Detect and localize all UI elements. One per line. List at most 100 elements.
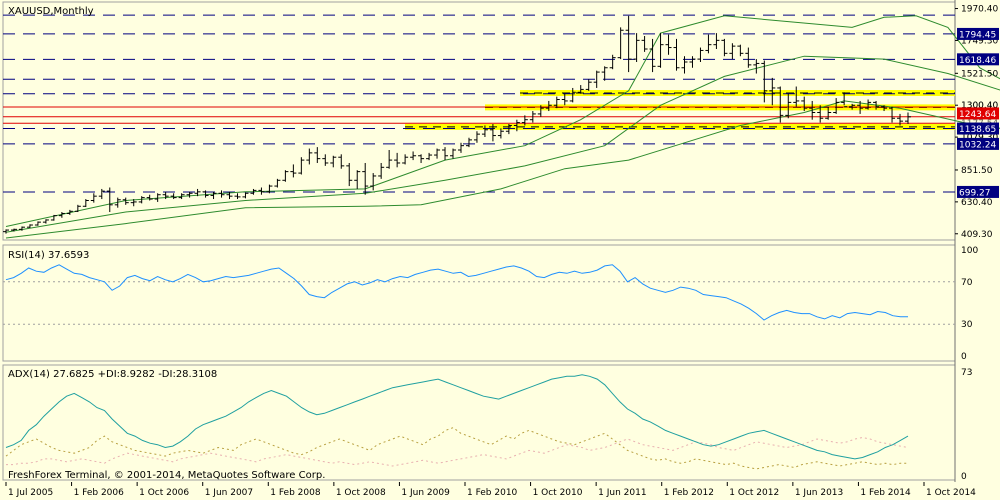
level-price-label: 1794.45: [957, 27, 999, 40]
ohlc-bar: [873, 100, 880, 110]
ohlc-bar: [178, 193, 185, 200]
level-price-label: 1138.65: [957, 122, 999, 135]
ohlc-bar: [450, 148, 457, 159]
adx-axis-tick-label: 0: [961, 472, 967, 482]
ohlc-bar: [282, 170, 289, 182]
ohlc-bar: [106, 187, 113, 213]
ohlc-bar: [809, 100, 816, 120]
ohlc-bar: [418, 154, 425, 163]
ohlc-bar: [146, 194, 153, 201]
ohlc-bar: [10, 228, 17, 232]
ohlc-bar: [801, 96, 808, 112]
level-price-label-text: 699.27: [959, 188, 991, 198]
ohlc-bar: [697, 47, 704, 62]
panel-frames: [2, 0, 956, 482]
level-price-label: 699.27: [957, 185, 999, 198]
level-price-label-text: 1618.46: [959, 56, 996, 66]
ohlc-bar: [817, 105, 824, 123]
x-axis-tick-label: 1 Oct 2006: [139, 488, 189, 498]
ohlc-bar: [3, 229, 9, 234]
ohlc-bar: [881, 105, 888, 112]
adx-axis-tick-label: 73: [961, 368, 972, 378]
ohlc-bar: [489, 124, 496, 142]
ohlc-bar: [290, 164, 297, 178]
x-axis-tick-label: 1 Jul 2005: [8, 488, 53, 498]
rsi-axis-tick-label: 100: [961, 246, 978, 256]
ohlc-bar: [234, 193, 241, 200]
ohlc-bar: [617, 27, 624, 60]
x-axis-tick-label: 1 Feb 2010: [467, 488, 518, 498]
ohlc-bar: [298, 157, 305, 175]
rsi-panel: 100 70 30 0: [3, 246, 978, 362]
price-axis-tick-label: 630.40: [961, 198, 993, 208]
ohlc-bar: [154, 193, 161, 202]
ohlc-bar: [114, 197, 121, 208]
price-axis-tick-label: 409.30: [961, 230, 993, 240]
ohlc-bar: [761, 60, 768, 103]
ohlc-bar: [130, 199, 137, 207]
x-axis-tick-label: 1 Oct 2014: [926, 488, 976, 498]
level-price-label-text: 1794.45: [959, 30, 996, 40]
ohlc-bar: [825, 106, 832, 120]
adx-panel: 73 0: [5, 368, 972, 482]
rsi-panel-frame: [2, 244, 956, 362]
ohlc-bar: [354, 170, 361, 189]
rsi-title: RSI(14) 37.6593: [8, 250, 89, 261]
ohlc-bar: [705, 34, 712, 54]
ohlc-bar: [889, 106, 896, 123]
ohlc-bar: [857, 100, 864, 114]
level-price-label-box: [957, 107, 999, 120]
ohlc-bar: [633, 33, 640, 62]
ohlc-bar: [681, 56, 688, 74]
ohlc-bar: [561, 93, 568, 106]
ohlc-bar: [226, 191, 233, 200]
watermark: FreshForex Terminal, © 2001-2014, MetaQu…: [8, 470, 325, 481]
level-price-label: 1243.64: [957, 107, 999, 120]
x-axis-tick-label: 1 Feb 2008: [270, 488, 321, 498]
x-axis-tick-label: 1 Feb 2014: [860, 488, 911, 498]
ohlc-bar: [545, 100, 552, 112]
ohlc-bar: [641, 36, 648, 52]
x-axis-tick-label: 1 Jun 2009: [401, 488, 450, 498]
ohlc-bar: [42, 219, 49, 224]
level-price-label: 1618.46: [957, 53, 999, 66]
ohlc-bar: [306, 148, 313, 165]
rsi-axis-tick-label: 70: [961, 278, 973, 288]
ohlc-bar: [585, 79, 592, 91]
ohlc-bar: [649, 38, 656, 73]
price-panel: 1970.401749.301521.501300.401079.30851.5…: [3, 5, 1000, 240]
level-price-label-box: [957, 122, 999, 135]
ohlc-bar: [793, 86, 800, 107]
ohlc-bar: [753, 59, 760, 74]
level-price-label-box: [957, 137, 999, 150]
ohlc-bar: [386, 149, 393, 169]
ohlc-bar: [481, 125, 488, 138]
ohlc-bar: [849, 103, 856, 110]
x-axis-tick-label: 1 Feb 2012: [664, 488, 714, 498]
ohlc-bar: [426, 152, 433, 161]
ohlc-bar: [330, 155, 337, 168]
ohlc-bar: [745, 47, 752, 68]
adx-main-line: [5, 374, 909, 460]
ohlc-bar: [513, 119, 520, 132]
ohlc-bar: [769, 77, 776, 106]
price-panel-frame: [2, 1, 956, 241]
adx-plus-di-line: [5, 427, 908, 470]
ohlc-bar: [242, 192, 249, 199]
price-axis-tick-label: 1300.40: [961, 101, 998, 111]
ohlc-bar: [473, 131, 480, 143]
x-axis-tick-label: 1 Oct 2012: [729, 488, 779, 498]
ohlc-bar: [601, 66, 608, 81]
price-axis-tick-label: 851.50: [961, 166, 993, 176]
ohlc-bar: [90, 193, 97, 203]
ohlc-bar: [465, 137, 472, 148]
ohlc-bar: [785, 93, 792, 119]
ohlc-bar: [274, 178, 281, 188]
ohlc-bar: [609, 54, 616, 70]
ohlc-bar: [362, 162, 369, 195]
ohlc-bar: [529, 111, 536, 123]
ohlc-bar: [410, 151, 417, 161]
ohlc-bar: [394, 152, 401, 168]
ohlc-bar: [34, 221, 41, 226]
